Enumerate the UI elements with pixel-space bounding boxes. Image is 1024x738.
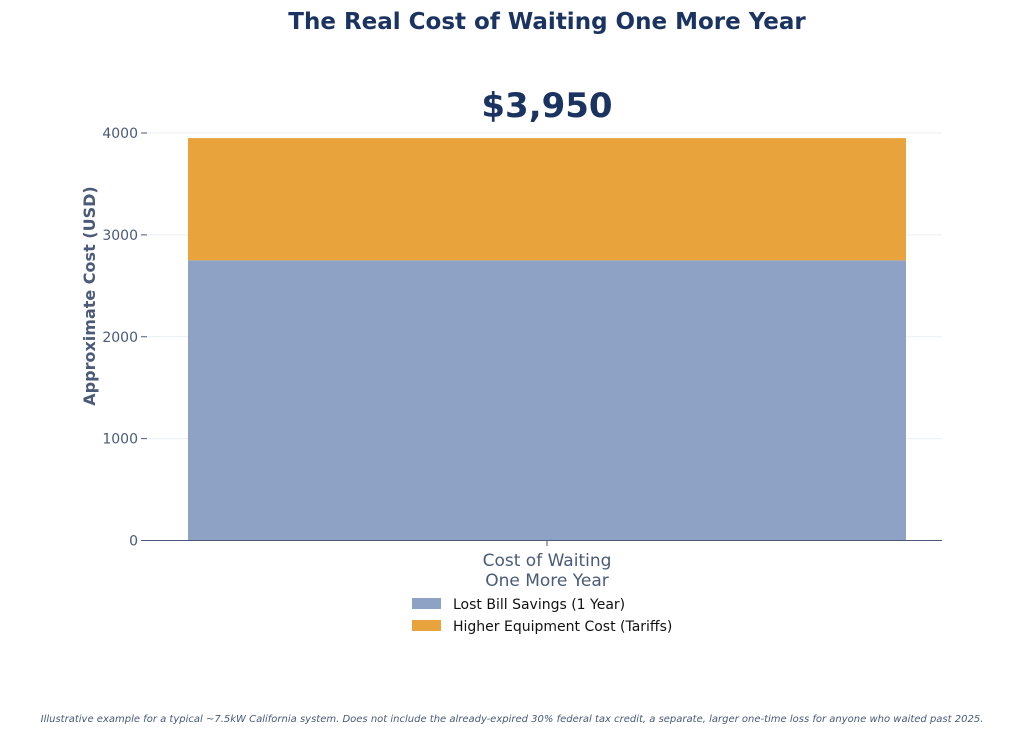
legend-swatch-equipment-cost [412,620,441,631]
total-label: $3,950 [481,86,612,126]
chart-title: The Real Cost of Waiting One More Year [288,9,806,35]
y-axis-label: Approximate Cost (USD) [80,186,99,405]
footnote: Illustrative example for a typical ~7.5k… [40,714,984,725]
legend-label-equipment-cost: Higher Equipment Cost (Tariffs) [453,619,672,635]
legend-label-lost-bill-savings: Lost Bill Savings (1 Year) [453,597,625,613]
y-axis-ticks: 0 1000 2000 3000 4000 [102,126,147,550]
legend: Lost Bill Savings (1 Year) Higher Equipm… [412,597,672,635]
bar-segment-lost-bill-savings [188,260,906,541]
stacked-bar [188,138,906,541]
y-tick-label-2000: 2000 [102,330,138,346]
y-tick-label-0: 0 [129,534,138,550]
y-tick-label-1000: 1000 [102,432,138,448]
y-tick-label-4000: 4000 [102,126,138,142]
x-category-label-line-2: One More Year [485,571,609,591]
bar-segment-equipment-cost [188,138,906,261]
legend-swatch-lost-bill-savings [412,598,441,609]
y-tick-label-3000: 3000 [102,228,138,244]
x-category-label-line-1: Cost of Waiting [483,551,612,571]
